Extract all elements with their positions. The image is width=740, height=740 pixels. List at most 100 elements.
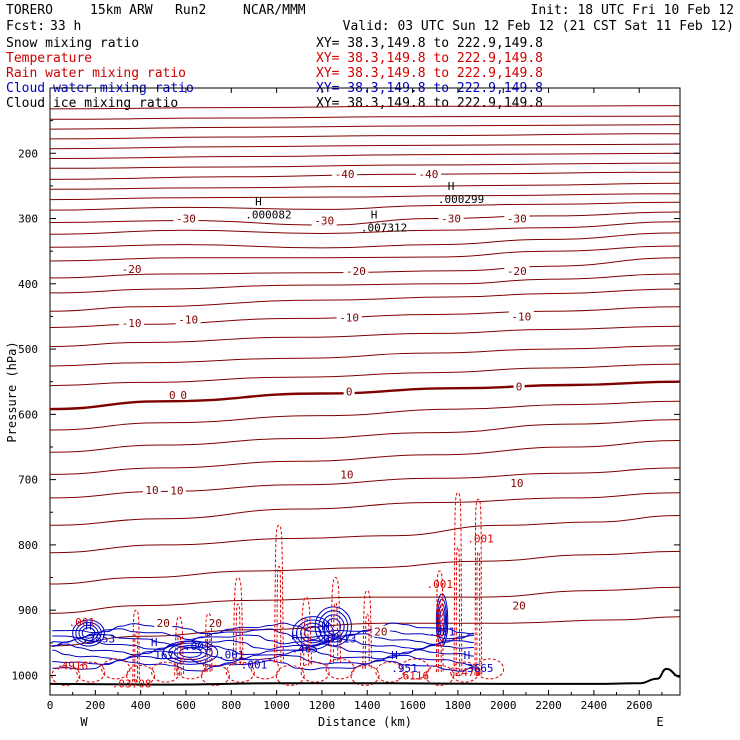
rain-water-contour <box>151 661 181 683</box>
temperature-contour <box>50 257 680 279</box>
temperature-contour <box>50 345 680 367</box>
contour-value-label: .001 <box>241 658 268 671</box>
y-axis-label: Pressure (hPa) <box>5 341 19 442</box>
temperature-contour <box>50 515 680 554</box>
temperature-contour <box>50 124 680 130</box>
high-value-label: 167 <box>154 649 174 662</box>
temperature-label: 10 <box>510 477 523 490</box>
axes: 0 200 400 600 800 1000 1200 1400 1600 1800 2000 220… <box>12 88 680 712</box>
temperature-contour <box>50 325 680 347</box>
rain-water-contour <box>300 661 330 683</box>
temperature-contour <box>50 550 680 585</box>
rain-water-contour <box>299 596 313 666</box>
temperature-label: -10 <box>511 310 531 323</box>
rain-water-contour <box>206 630 211 673</box>
x-tick-label: 600 <box>176 699 196 712</box>
rain-water-contour <box>329 577 342 663</box>
rain-water-contour <box>362 590 373 669</box>
cloud-water-contour <box>52 622 474 635</box>
x-tick-label: 1800 <box>445 699 472 712</box>
temperature-contour <box>50 182 680 190</box>
temperature-label: -30 <box>176 213 196 226</box>
forecast-label: Fcst: <box>6 19 45 34</box>
legend-field-name: Snow mixing ratio <box>6 36 139 51</box>
x-end-west: W <box>80 715 88 729</box>
rain-water-contour <box>132 609 141 682</box>
high-marker: H <box>323 620 330 633</box>
high-value-label: .000299 <box>438 193 484 206</box>
temperature-contour <box>50 201 680 211</box>
plot-area: -40 -40 -30 -30 -30 -30 -20 -20 -20 -10 -10 -10 -10 0… <box>50 88 680 690</box>
high-marker: H <box>151 636 158 649</box>
rain-water-contour <box>303 617 310 666</box>
rain-water-contour <box>235 603 241 666</box>
cloud-water-cell <box>75 622 102 644</box>
cloud-water-contour <box>52 633 474 646</box>
y-tick-label: 800 <box>18 539 38 552</box>
cloud-water-contour <box>52 643 474 656</box>
temperature-contour <box>50 440 680 475</box>
temperature-contour <box>50 133 680 140</box>
cloud-water-cell <box>321 614 345 639</box>
cloud-water-contour <box>52 659 474 672</box>
temperature-contour <box>50 162 680 169</box>
temperature-label: -30 <box>314 214 334 227</box>
rain-water-contour <box>204 612 213 673</box>
legend-field-xy: XY= 38.3,149.8 to 222.9,149.8 <box>316 96 543 111</box>
temperature-label: 0 <box>180 389 187 402</box>
temperature-contour <box>50 221 680 235</box>
plot-frame <box>49 87 681 696</box>
legend-field-name: Rain water mixing ratio <box>6 66 186 81</box>
temperature-contour <box>50 419 680 453</box>
high-marker: H <box>255 195 262 208</box>
y-tick-label: 900 <box>18 604 38 617</box>
x-tick-label: 1600 <box>399 699 426 712</box>
x-tick-label: 1000 <box>263 699 290 712</box>
temperature-contour <box>50 152 680 159</box>
temperature-contour <box>50 306 680 328</box>
legend-field-name: Cloud ice mixing ratio <box>6 96 178 111</box>
cloud-water-cell <box>437 598 448 642</box>
temperature-label: -30 <box>441 213 461 226</box>
temperature-label: 20 <box>512 600 525 613</box>
temperature-label: 10 <box>340 468 353 481</box>
rain-water-contour <box>437 600 442 673</box>
high-marker: H <box>391 649 398 662</box>
contour-value-label: .6116 <box>396 669 429 682</box>
cloud-water-cell <box>304 625 322 641</box>
y-tick-label: 1000 <box>12 669 39 682</box>
contour-value-label: .4916 <box>55 660 88 673</box>
temperature-contour <box>50 616 680 647</box>
org-label: NCAR/MMM <box>243 3 306 18</box>
high-marker: H <box>464 649 471 662</box>
rain-water-contour <box>435 570 444 673</box>
high-marker: H <box>448 180 455 193</box>
rain-water-contour <box>455 546 461 676</box>
temperature-contour <box>50 245 680 262</box>
legend-field-xy: XY= 38.3,149.8 to 222.9,149.8 <box>316 51 543 66</box>
high-value-label: .000082 <box>245 208 291 221</box>
x-tick-label: 1400 <box>354 699 381 712</box>
temperature-label: 10 <box>170 485 183 498</box>
y-tick-label: 700 <box>18 474 38 487</box>
rain-water-contour <box>332 602 339 663</box>
cloud-water-cell <box>72 619 105 647</box>
x-tick-label: 400 <box>131 699 151 712</box>
high-marker: H <box>291 630 298 643</box>
temperature-contour <box>50 105 680 110</box>
temperature-contour <box>50 115 680 120</box>
x-tick-label: 0 <box>47 699 54 712</box>
high-value-label: .951 <box>391 662 418 675</box>
legend-field-xy: XY= 38.3,149.8 to 222.9,149.8 <box>316 66 543 81</box>
cloud-water-cell <box>300 622 326 644</box>
high-value-label: .07513 <box>317 633 357 646</box>
resolution-label: 15km ARW <box>90 3 153 18</box>
temperature-contour <box>50 363 680 387</box>
temperature-contour <box>50 492 680 526</box>
rain-water-contour <box>76 661 106 683</box>
temperature-contour <box>50 143 680 150</box>
temperature-contour <box>50 400 680 431</box>
contour-value-label: .001 <box>467 532 494 545</box>
temperature-label: 0 <box>516 380 523 393</box>
legend-field-xy: XY= 38.3,149.8 to 222.9,149.8 <box>316 36 543 51</box>
